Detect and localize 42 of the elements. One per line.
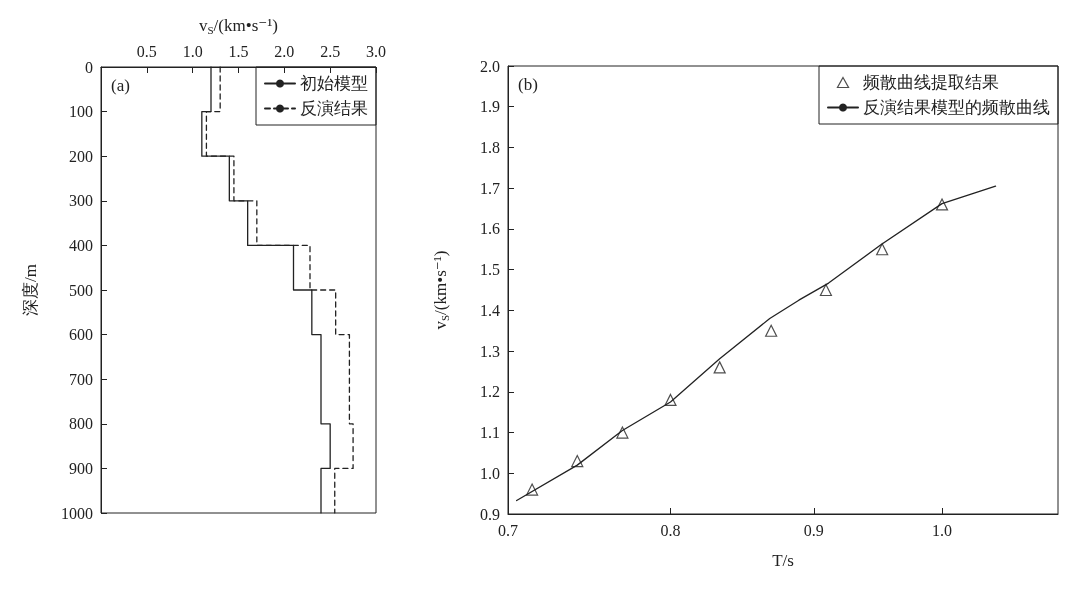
x-tick-label: 0.8 [660, 521, 681, 539]
y-tick-label: 400 [69, 236, 93, 254]
y-tick-label: 1000 [61, 504, 93, 522]
annotation: (a) [111, 76, 130, 95]
y-tick-label: 100 [69, 103, 93, 121]
legend-label: 频散曲线提取结果 [863, 73, 999, 92]
x-tick-label: 2.5 [320, 42, 341, 60]
y-tick-label: 200 [69, 147, 93, 165]
y-tick-label: 1.8 [480, 138, 500, 156]
y-tick-label: 0.9 [480, 505, 500, 523]
y-tick-label: 300 [69, 192, 93, 210]
y-axis-title: vS/(km•s⁻¹) [431, 250, 451, 330]
y-tick-label: 1.2 [480, 383, 500, 401]
y-tick-label: 1.3 [480, 342, 500, 360]
x-tick-label: 0.9 [803, 521, 824, 539]
y-tick-label: 500 [69, 281, 93, 299]
y-tick-label: 700 [69, 370, 93, 388]
y-tick-label: 1.6 [480, 220, 500, 238]
y-tick-label: 1.7 [480, 179, 500, 197]
y-tick-label: 1.0 [480, 464, 500, 482]
x-tick-label: 3.0 [366, 42, 386, 60]
x-tick-label: 0.7 [498, 521, 518, 539]
y-tick-label: 0 [85, 58, 93, 76]
y-tick-label: 1.5 [480, 261, 500, 279]
legend-label: 反演结果模型的频散曲线 [863, 98, 1050, 117]
y-tick-label: 1.1 [480, 424, 500, 442]
x-tick-label: 0.5 [136, 42, 157, 60]
y-tick-label: 800 [69, 415, 93, 433]
legend-label: 反演结果 [300, 99, 368, 118]
y-tick-label: 1.9 [480, 98, 500, 116]
y-tick-label: 1.4 [480, 301, 500, 319]
x-tick-label: 1.0 [182, 42, 203, 60]
annotation: (b) [518, 75, 538, 94]
x-tick-label: 1.5 [228, 42, 249, 60]
y-tick-label: 600 [69, 326, 93, 344]
x-axis-title: T/s [772, 551, 794, 570]
y-tick-label: 2.0 [480, 57, 500, 75]
y-axis-title: 深度/m [21, 264, 40, 316]
y-tick-label: 900 [69, 459, 93, 477]
x-tick-label: 1.0 [932, 521, 953, 539]
x-tick-label: 2.0 [274, 42, 295, 60]
legend-label: 初始模型 [300, 74, 368, 93]
